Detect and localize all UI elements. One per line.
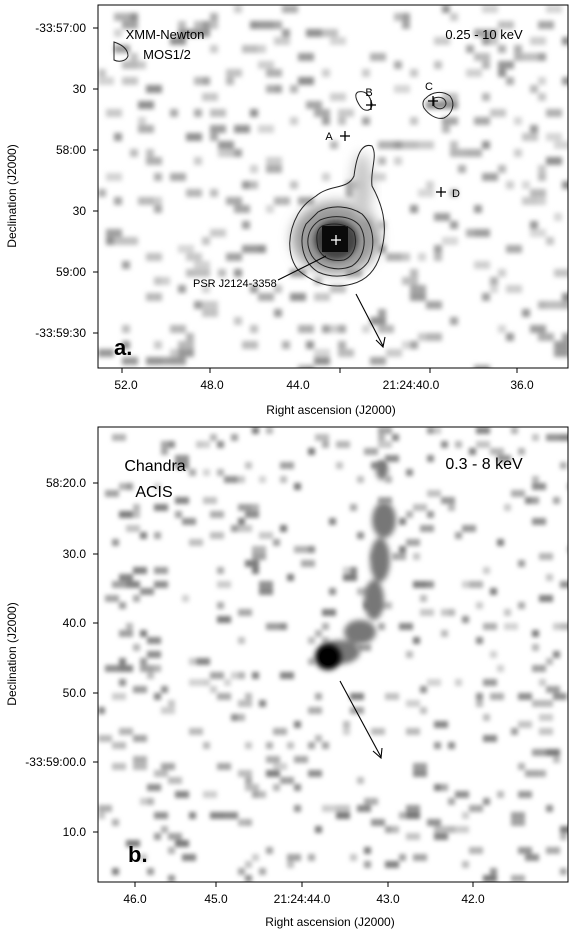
x-tick-a-2: 44.0 [286,378,310,392]
y-tick-a-5: -33:59:30 [35,326,86,340]
y-tick-b-3: 50.0 [63,686,87,700]
x-tick-a-4: 36.0 [510,378,534,392]
panel-b: Chandra ACIS 0.3 - 8 keV b. 46.0 45.0 21… [5,426,569,929]
panel-b-ticks [93,482,474,887]
proper-motion-arrow-a [355,293,386,349]
pulsar-core-a [322,226,348,252]
instrument-label-a: XMM-Newton [126,27,205,42]
y-tick-b-1: 30.0 [63,547,87,561]
panel-label-a: a. [114,335,132,360]
y-tick-b-2: 40.0 [63,616,87,630]
y-tick-a-2: 58:00 [56,143,86,157]
source-label-d: D [452,188,460,200]
x-tick-a-1: 48.0 [200,378,224,392]
instrument-label-b: Chandra [124,458,185,475]
pulsar-pointer-line [277,255,327,281]
detector-label-b: ACIS [135,484,172,501]
panel-a-image: A B C D PSR J2124-3358 XMM-Newton MOS1/2… [98,5,568,368]
y-tick-a-1: 30 [73,82,87,96]
energy-label-a: 0.25 - 10 keV [445,27,523,42]
panel-a-ticks [93,27,518,373]
y-tick-a-3: 30 [73,204,87,218]
y-tick-a-0: -33:57:00 [35,21,86,35]
x-axis-label-b: Right ascension (J2000) [265,915,394,929]
detector-label-a: MOS1/2 [143,47,191,62]
panel-a-frame [97,4,569,369]
contours [113,41,454,287]
panel-label-b: b. [128,842,148,867]
y-axis-label-a: Declination (J2000) [5,144,19,247]
y-tick-b-5: 10.0 [63,825,87,839]
x-tick-a-0: 52.0 [114,378,138,392]
pulsar-label: PSR J2124-3358 [193,278,277,290]
x-tick-b-1: 45.0 [204,892,228,906]
y-tick-b-4: -33:59:00.0 [25,755,86,769]
x-tick-b-2: 21:24:44.0 [274,892,331,906]
source-label-a: A [325,131,333,143]
x-tick-b-4: 42.0 [461,892,485,906]
proper-motion-arrow-b [339,680,383,760]
x-tick-b-0: 46.0 [123,892,147,906]
x-tick-a-3: 21:24:40.0 [383,378,440,392]
source-label-c: C [425,81,433,93]
energy-label-b: 0.3 - 8 keV [445,456,523,473]
panel-b-image: Chandra ACIS 0.3 - 8 keV b. [98,427,568,882]
panel-a: A B C D PSR J2124-3358 XMM-Newton MOS1/2… [5,4,569,417]
x-axis-label-a: Right ascension (J2000) [266,403,395,417]
source-markers [331,96,446,245]
source-label-b: B [365,87,372,99]
x-tick-b-3: 43.0 [376,892,400,906]
y-axis-label-b: Declination (J2000) [5,602,19,705]
panel-b-frame [97,426,569,883]
y-tick-b-0: 58:20.0 [46,476,86,490]
y-tick-a-4: 59:00 [56,265,86,279]
